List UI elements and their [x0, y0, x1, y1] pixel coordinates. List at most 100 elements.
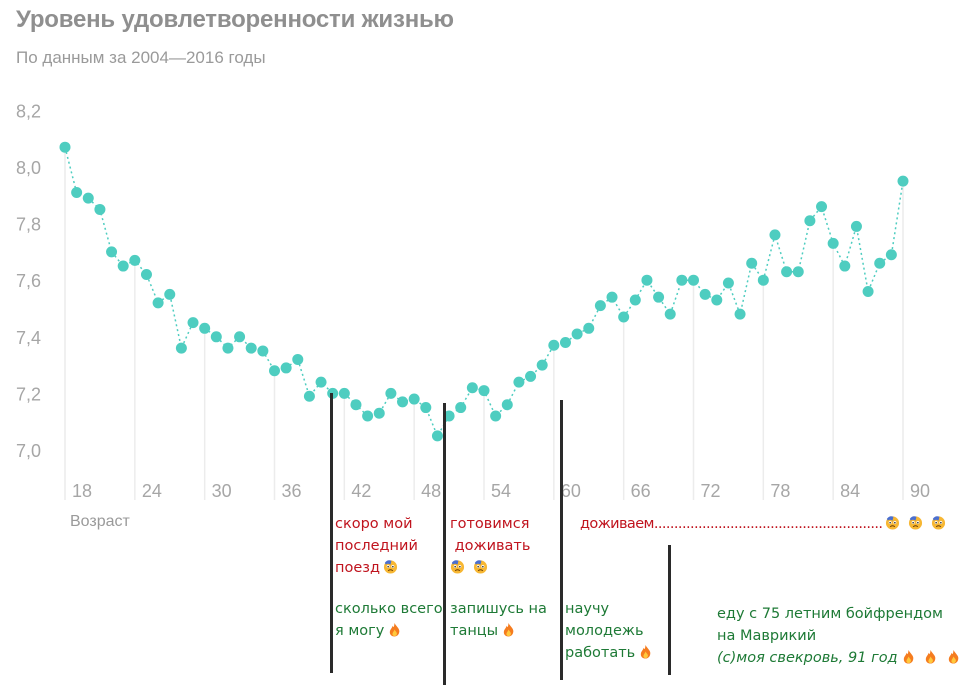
chart-subtitle: По данным за 2004—2016 годы — [16, 48, 266, 67]
annotation-line: скоро мой — [335, 516, 413, 532]
data-point — [455, 402, 467, 414]
data-point — [792, 266, 804, 278]
data-point — [897, 175, 909, 187]
data-point — [769, 229, 781, 241]
data-point — [618, 311, 630, 323]
data-point — [94, 203, 106, 215]
x-tick-label: 30 — [212, 481, 232, 501]
data-point — [257, 345, 269, 357]
data-point — [280, 362, 292, 374]
x-tick-label: 66 — [631, 481, 651, 501]
data-point — [583, 322, 595, 334]
data-point — [327, 387, 339, 399]
data-point — [781, 266, 793, 278]
annotation-line: работать — [565, 645, 636, 661]
anxious-face-icon — [473, 559, 488, 574]
data-point — [839, 260, 851, 272]
data-point — [269, 365, 280, 377]
anxious-face-icon — [908, 515, 923, 530]
fire-icon — [501, 622, 516, 637]
y-tick-label: 7,6 — [16, 271, 41, 291]
x-tick-label: 72 — [701, 481, 721, 501]
annotation-line: сколько всего — [335, 601, 443, 617]
annotation-dancing: запишусь на танцы — [450, 598, 547, 642]
data-point — [292, 353, 304, 365]
divider-line — [668, 545, 671, 675]
data-point — [408, 393, 420, 405]
annotation-line: запишусь на — [450, 601, 547, 617]
annotation-quote-source: (с)моя свекровь, 91 год — [717, 650, 898, 666]
annotation-teach-youth: научу молодежь работать — [565, 598, 653, 664]
y-tick-label: 7,2 — [16, 384, 41, 404]
anxious-face-icon — [931, 515, 946, 530]
data-point — [513, 376, 525, 388]
x-tick-label: 54 — [491, 481, 511, 501]
data-point — [245, 342, 257, 354]
data-point — [536, 359, 548, 371]
y-tick-label: 7,8 — [16, 215, 41, 235]
data-point — [71, 186, 83, 198]
x-tick-label: 48 — [421, 481, 441, 501]
y-tick-label: 7,4 — [16, 328, 41, 348]
x-tick-label: 42 — [351, 481, 371, 501]
chart-title: Уровень удовлетворенности жизнью — [16, 6, 454, 33]
data-point — [59, 141, 71, 153]
data-point — [711, 294, 723, 306]
fire-icon — [946, 649, 960, 664]
annotation-line: доживать — [450, 538, 531, 554]
data-point — [222, 342, 234, 354]
annotation-line: поезд — [335, 560, 381, 576]
data-point — [490, 410, 502, 422]
y-tick-label: 8,2 — [16, 101, 41, 121]
data-point — [559, 336, 571, 348]
data-point — [82, 192, 94, 204]
data-point — [152, 297, 164, 309]
annotation-line: доживаем................................… — [580, 516, 883, 532]
data-point — [688, 274, 699, 286]
data-point — [862, 286, 874, 298]
data-point — [373, 407, 385, 419]
anxious-face-icon — [383, 559, 398, 574]
y-tick-label: 7,0 — [16, 441, 41, 461]
divider-line — [330, 393, 333, 673]
data-point — [525, 370, 537, 382]
data-point — [571, 328, 583, 340]
x-tick-label: 36 — [282, 481, 302, 501]
fire-icon — [387, 622, 402, 637]
x-tick-label: 60 — [561, 481, 581, 501]
data-point — [210, 331, 222, 343]
annotation-line: последний — [335, 538, 418, 554]
fire-icon — [923, 649, 938, 664]
data-point — [420, 402, 432, 414]
data-point — [885, 249, 897, 261]
data-point — [350, 399, 362, 411]
data-point — [874, 257, 886, 269]
data-point — [234, 331, 246, 343]
data-point — [303, 390, 315, 402]
data-point — [641, 274, 653, 286]
annotation-line: научу — [565, 601, 610, 617]
divider-line — [560, 400, 563, 680]
annotation-line: на Маврикий — [717, 628, 817, 644]
x-tick-label: 90 — [910, 481, 930, 501]
data-point — [443, 410, 455, 422]
x-axis-label: Возраст — [70, 513, 131, 530]
data-point — [431, 430, 443, 442]
divider-line — [443, 403, 446, 685]
data-point — [199, 322, 211, 334]
data-point — [734, 308, 746, 320]
data-point — [501, 399, 513, 411]
annotation-line: готовимся — [450, 516, 530, 532]
data-point — [362, 410, 374, 422]
data-point — [397, 396, 409, 408]
data-point — [338, 387, 350, 399]
data-point — [653, 291, 665, 303]
annotation-line: танцы — [450, 623, 499, 639]
data-point — [164, 288, 176, 300]
x-tick-label: 78 — [770, 481, 790, 501]
data-point — [746, 257, 758, 269]
data-point — [140, 269, 152, 281]
anxious-face-icon — [885, 515, 900, 530]
data-point — [664, 308, 676, 320]
